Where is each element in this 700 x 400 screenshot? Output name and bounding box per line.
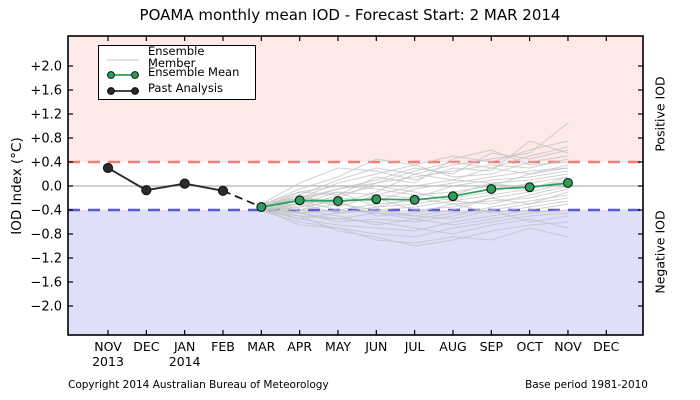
- past-analysis-line: [107, 167, 224, 192]
- x-tick-label: AUG: [439, 339, 466, 354]
- y-axis-label: IOD Index (°C): [9, 137, 25, 235]
- ensemble-mean-marker: [409, 194, 420, 205]
- x-tick-label: JUL: [404, 339, 425, 354]
- ensemble-member-line: [261, 164, 569, 206]
- x-tick-label: NOV: [554, 339, 582, 354]
- negative-iod-band: [68, 210, 643, 335]
- forecast-connector-line: [222, 189, 262, 208]
- y-tick-label: −0.4: [30, 204, 62, 219]
- past-analysis-marker: [102, 162, 114, 174]
- positive-iod-region-label: Positive IOD: [652, 76, 668, 152]
- legend-label-ensemble-member: Ensemble Member: [148, 43, 205, 70]
- past-analysis-marker: [217, 185, 229, 196]
- ensemble-member-line: [261, 149, 569, 210]
- y-tick-label: −1.2: [30, 252, 62, 267]
- y-tick-label: +0.4: [30, 156, 62, 171]
- x-tick-label: NOV: [94, 339, 122, 354]
- ensemble-mean-marker: [256, 202, 267, 212]
- x-tick-label: DEC: [593, 339, 620, 354]
- x-tick-label: MAR: [247, 339, 275, 354]
- x-tick-label: FEB: [211, 339, 235, 354]
- x-tick-label: OCT: [517, 339, 544, 354]
- base-period-text: Base period 1981-2010: [525, 379, 648, 391]
- x-tick-label: DEC: [133, 339, 160, 354]
- ensemble-member-line: [261, 208, 569, 244]
- ensemble-member-line: [261, 146, 569, 209]
- ensemble-member-line: [261, 179, 569, 214]
- legend-item-ensemble-mean: Ensemble Mean: [106, 65, 255, 81]
- ensemble-member-line: [261, 203, 569, 223]
- y-tick-label: −0.8: [30, 228, 62, 243]
- ensemble-mean-marker: [448, 191, 458, 202]
- ensemble-mean-marker: [371, 194, 382, 205]
- ensemble-member-line: [261, 191, 569, 211]
- ensemble-mean-marker: [486, 184, 497, 194]
- negative-iod-region-label: Negative IOD: [652, 210, 668, 294]
- x-tick-label: JUN: [364, 339, 387, 354]
- ensemble-member-line: [261, 185, 569, 210]
- x-tick-label: JAN: [173, 339, 195, 354]
- past-analysis-swatch-icon: [106, 82, 140, 95]
- legend-item-past-analysis: Past Analysis: [106, 80, 255, 96]
- y-tick-label: +0.8: [30, 132, 62, 147]
- x-year-label: 2013: [92, 354, 124, 369]
- ensemble-mean-marker: [294, 195, 305, 206]
- legend-label-ensemble-mean: Ensemble Mean: [148, 65, 240, 80]
- ensemble-member-line: [261, 188, 569, 217]
- ensemble-member-line: [261, 200, 568, 226]
- chart-title: POAMA monthly mean IOD - Forecast Start:…: [139, 6, 561, 24]
- past-analysis-marker: [141, 185, 152, 196]
- ensemble-member-line: [261, 167, 568, 211]
- y-tick-label: −2.0: [30, 300, 62, 315]
- x-tick-label: SEP: [480, 339, 504, 354]
- ensemble-member-line: [261, 140, 569, 205]
- y-tick-label: −1.6: [30, 276, 62, 291]
- ensemble-member-swatch-icon: [106, 51, 140, 63]
- ensemble-member-line: [261, 205, 568, 247]
- y-tick-label: +2.0: [30, 60, 62, 75]
- legend-label-past-analysis: Past Analysis: [148, 80, 224, 95]
- x-tick-label: APR: [287, 339, 312, 354]
- legend: Ensemble Member Ensemble Mean Past Analy…: [98, 45, 256, 100]
- y-tick-label: 0.0: [41, 180, 62, 195]
- y-tick-label: +1.2: [30, 108, 62, 123]
- ensemble-mean-marker: [524, 182, 535, 193]
- ensemble-member-line: [261, 194, 569, 223]
- ensemble-mean-marker: [563, 178, 573, 188]
- y-tick-label: +1.6: [30, 84, 62, 99]
- past-analysis-marker: [179, 178, 190, 189]
- copyright-text: Copyright 2014 Australian Bureau of Mete…: [68, 379, 329, 391]
- ensemble-mean-marker: [333, 196, 343, 206]
- ensemble-mean-swatch-icon: [106, 66, 140, 80]
- legend-item-ensemble-member: Ensemble Member: [106, 45, 255, 69]
- x-tick-label: MAY: [325, 339, 351, 354]
- ensemble-member-line: [261, 204, 569, 235]
- x-year-label: 2014: [169, 354, 201, 369]
